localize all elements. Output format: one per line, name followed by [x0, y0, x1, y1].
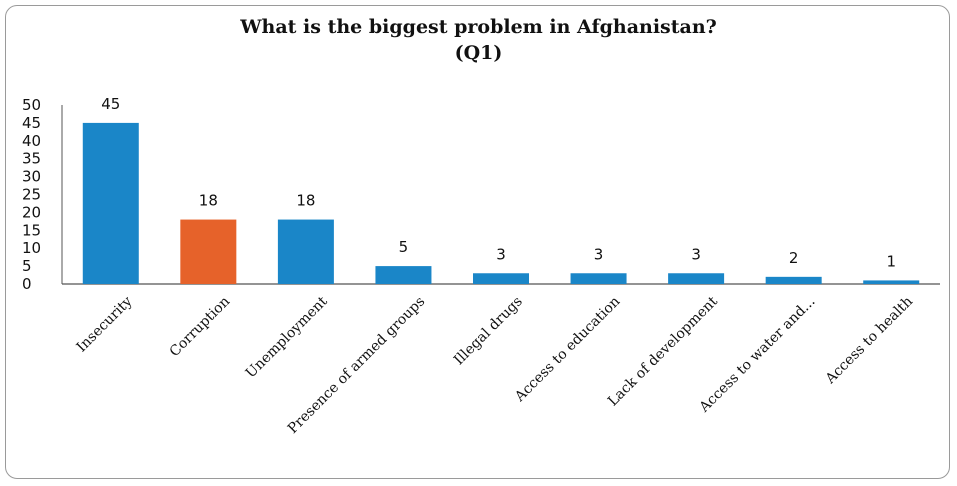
category-label: Lack of development — [605, 293, 721, 409]
data-label: 1 — [886, 252, 896, 270]
y-tick-label: 45 — [22, 114, 41, 132]
category-label: Access to water and... — [696, 294, 819, 417]
data-label: 45 — [101, 95, 120, 113]
category-label: Access to health — [822, 294, 916, 388]
bar — [668, 273, 725, 284]
data-label: 2 — [789, 249, 799, 267]
bar — [473, 273, 529, 284]
y-tick-label: 35 — [22, 150, 41, 168]
category-label: Access to education — [511, 294, 623, 406]
y-tick-label: 20 — [22, 203, 41, 221]
y-tick-label: 40 — [22, 132, 41, 150]
chart-title-block: What is the biggest problem in Afghanist… — [0, 14, 957, 66]
data-label: 5 — [399, 238, 409, 256]
bar — [180, 219, 237, 284]
data-label: 18 — [199, 192, 218, 210]
data-label: 18 — [296, 192, 315, 210]
chart-subtitle: (Q1) — [454, 42, 503, 64]
category-label: Corruption — [167, 294, 234, 361]
bar — [82, 122, 139, 285]
data-label: 3 — [594, 245, 604, 263]
bar — [570, 273, 627, 284]
bar — [277, 219, 334, 284]
bar — [765, 276, 822, 284]
y-tick-label: 10 — [22, 239, 41, 257]
category-label: Illegal drugs — [451, 294, 526, 369]
chart-frame — [5, 5, 950, 479]
y-tick-label: 25 — [22, 186, 41, 204]
y-tick-label: 5 — [22, 257, 32, 275]
bar — [863, 280, 920, 284]
y-tick-label: 50 — [22, 96, 41, 114]
category-label: Unemployment — [243, 293, 331, 381]
data-label: 3 — [691, 245, 701, 263]
chart-title: What is the biggest problem in Afghanist… — [240, 16, 717, 38]
data-label: 3 — [496, 245, 506, 263]
y-tick-label: 30 — [22, 168, 41, 186]
y-tick-label: 0 — [22, 275, 32, 293]
y-tick-label: 15 — [22, 221, 41, 239]
category-label: Insecurity — [74, 293, 136, 355]
bar — [375, 266, 432, 284]
